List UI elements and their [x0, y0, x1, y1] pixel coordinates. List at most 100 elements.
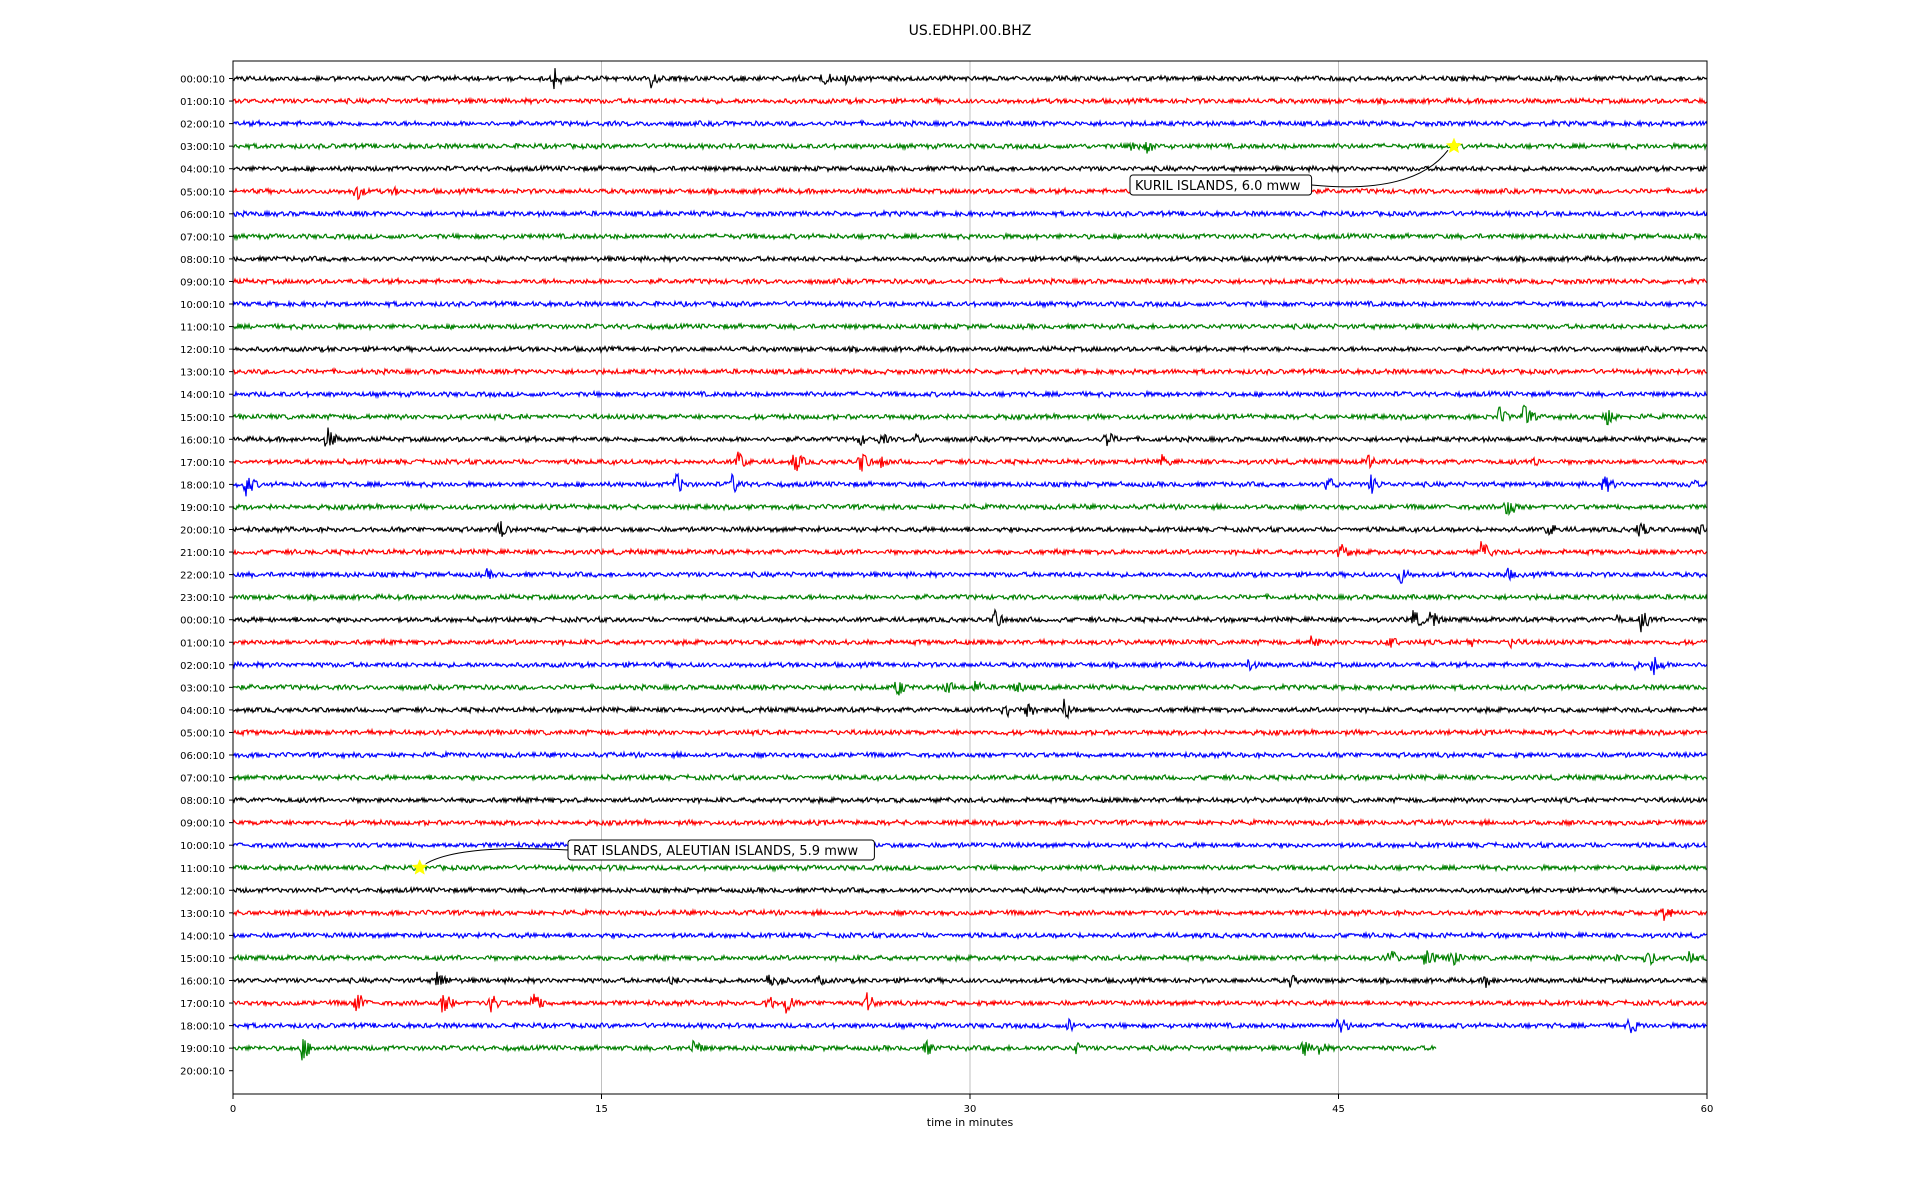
x-tick-label: 30 [964, 1104, 977, 1115]
y-tick-label: 02:00:10 [180, 661, 225, 672]
y-tick-label: 14:00:10 [180, 931, 225, 942]
x-axis-label: time in minutes [927, 1116, 1014, 1129]
y-tick-label: 21:00:10 [180, 548, 225, 559]
y-tick-label: 09:00:10 [180, 819, 225, 830]
trace-row-23 [232, 592, 1708, 602]
y-tick-label: 07:00:10 [180, 232, 225, 243]
x-tick-label: 60 [1701, 1104, 1714, 1115]
annotation-label: RAT ISLANDS, ALEUTIAN ISLANDS, 5.9 mww [573, 844, 858, 859]
grid-lines [601, 61, 1339, 1094]
annotation-box [567, 839, 875, 861]
y-tick-label: 08:00:10 [180, 255, 225, 266]
trace-row-10 [232, 299, 1708, 309]
trace-row-21 [232, 541, 1708, 558]
y-tick-label: 08:00:10 [180, 796, 225, 807]
y-tick-label: 16:00:10 [180, 977, 225, 988]
annotation-leader [1311, 149, 1449, 188]
annotation-label: KURIL ISLANDS, 6.0 mww [1135, 179, 1301, 194]
y-tick-label: 04:00:10 [180, 165, 225, 176]
y-tick-label: 20:00:10 [180, 1067, 225, 1078]
star-marker [1445, 137, 1463, 154]
y-tick-label: 00:00:10 [180, 616, 225, 627]
trace-row-3 [233, 141, 1708, 154]
chart-title: US.EDHPI.00.BHZ [909, 23, 1032, 39]
trace-row-37 [232, 907, 1708, 921]
annotation-box [1129, 174, 1313, 196]
trace-row-18 [232, 472, 1708, 497]
y-tick-label: 02:00:10 [180, 120, 225, 131]
trace-row-16 [232, 427, 1707, 447]
y-tick-label: 04:00:10 [180, 706, 225, 717]
y-tick-label: 17:00:10 [180, 999, 225, 1010]
y-tick-label: 01:00:10 [180, 97, 225, 108]
trace-row-7 [232, 231, 1708, 242]
trace-row-17 [232, 451, 1708, 472]
y-tick-label: 11:00:10 [180, 864, 225, 875]
trace-row-36 [232, 885, 1708, 896]
y-tick-label: 13:00:10 [180, 368, 225, 379]
star-marker [411, 859, 428, 875]
trace-row-31 [232, 772, 1708, 783]
y-tick-label: 18:00:10 [180, 1022, 225, 1033]
trace-row-30 [232, 749, 1708, 760]
y-tick-label: 17:00:10 [180, 458, 225, 469]
trace-row-15 [232, 404, 1708, 426]
trace-row-39 [232, 950, 1708, 967]
y-tick-label: 05:00:10 [180, 728, 225, 739]
y-tick-label: 01:00:10 [180, 638, 225, 649]
trace-row-25 [232, 635, 1708, 650]
y-tick-label: 00:00:10 [180, 75, 225, 86]
trace-row-34 [232, 840, 1708, 850]
trace-row-26 [232, 656, 1708, 676]
y-tick-label: 13:00:10 [180, 909, 225, 920]
y-tick-label: 22:00:10 [180, 571, 225, 582]
trace-row-41 [232, 992, 1708, 1014]
trace-row-27 [232, 680, 1708, 696]
trace-row-20 [232, 521, 1708, 537]
x-tick-label: 0 [230, 1104, 236, 1115]
y-tick-label: 16:00:10 [180, 435, 225, 446]
y-tick-label: 11:00:10 [180, 323, 225, 334]
y-tick-label: 15:00:10 [180, 413, 225, 424]
trace-row-0 [232, 68, 1708, 90]
y-tick-label: 10:00:10 [180, 300, 225, 311]
y-tick-label: 12:00:10 [180, 345, 225, 356]
trace-row-4 [232, 164, 1708, 174]
y-tick-label: 12:00:10 [180, 886, 225, 897]
y-tick-label: 19:00:10 [180, 1044, 225, 1055]
y-tick-label: 05:00:10 [180, 187, 225, 198]
trace-row-13 [232, 366, 1708, 377]
trace-row-28 [232, 698, 1708, 720]
y-tick-label: 06:00:10 [180, 751, 225, 762]
trace-row-12 [232, 344, 1708, 354]
y-tick-label: 19:00:10 [180, 503, 225, 514]
y-tick-label: 14:00:10 [180, 390, 225, 401]
y-tick-label: 03:00:10 [180, 683, 225, 694]
trace-row-24 [232, 607, 1708, 633]
trace-row-35 [232, 863, 1708, 873]
trace-row-42 [232, 1017, 1708, 1034]
trace-row-38 [232, 930, 1708, 941]
annotation-leader [425, 848, 569, 865]
trace-row-43 [232, 1038, 1437, 1061]
trace-row-2 [232, 118, 1708, 129]
y-axis-ticks: 00:00:10 01:00:10 02:00:10 03:00:10 04:00:10… [180, 75, 233, 1078]
trace-row-19 [232, 501, 1708, 517]
trace-row-6 [232, 209, 1708, 219]
trace-row-22 [232, 567, 1708, 584]
seismic-traces [232, 68, 1708, 1061]
y-tick-label: 18:00:10 [180, 480, 225, 491]
trace-row-5 [232, 184, 1708, 201]
x-axis-ticks: 0 15 30 45 60 [230, 1094, 1714, 1115]
x-tick-label: 45 [1332, 1104, 1345, 1115]
trace-row-9 [232, 276, 1708, 286]
y-tick-label: 23:00:10 [180, 593, 225, 604]
trace-row-32 [232, 795, 1708, 806]
trace-row-11 [232, 321, 1708, 332]
trace-row-8 [232, 254, 1708, 264]
y-tick-label: 07:00:10 [180, 774, 225, 785]
y-tick-label: 03:00:10 [180, 142, 225, 153]
y-tick-label: 20:00:10 [180, 526, 225, 537]
